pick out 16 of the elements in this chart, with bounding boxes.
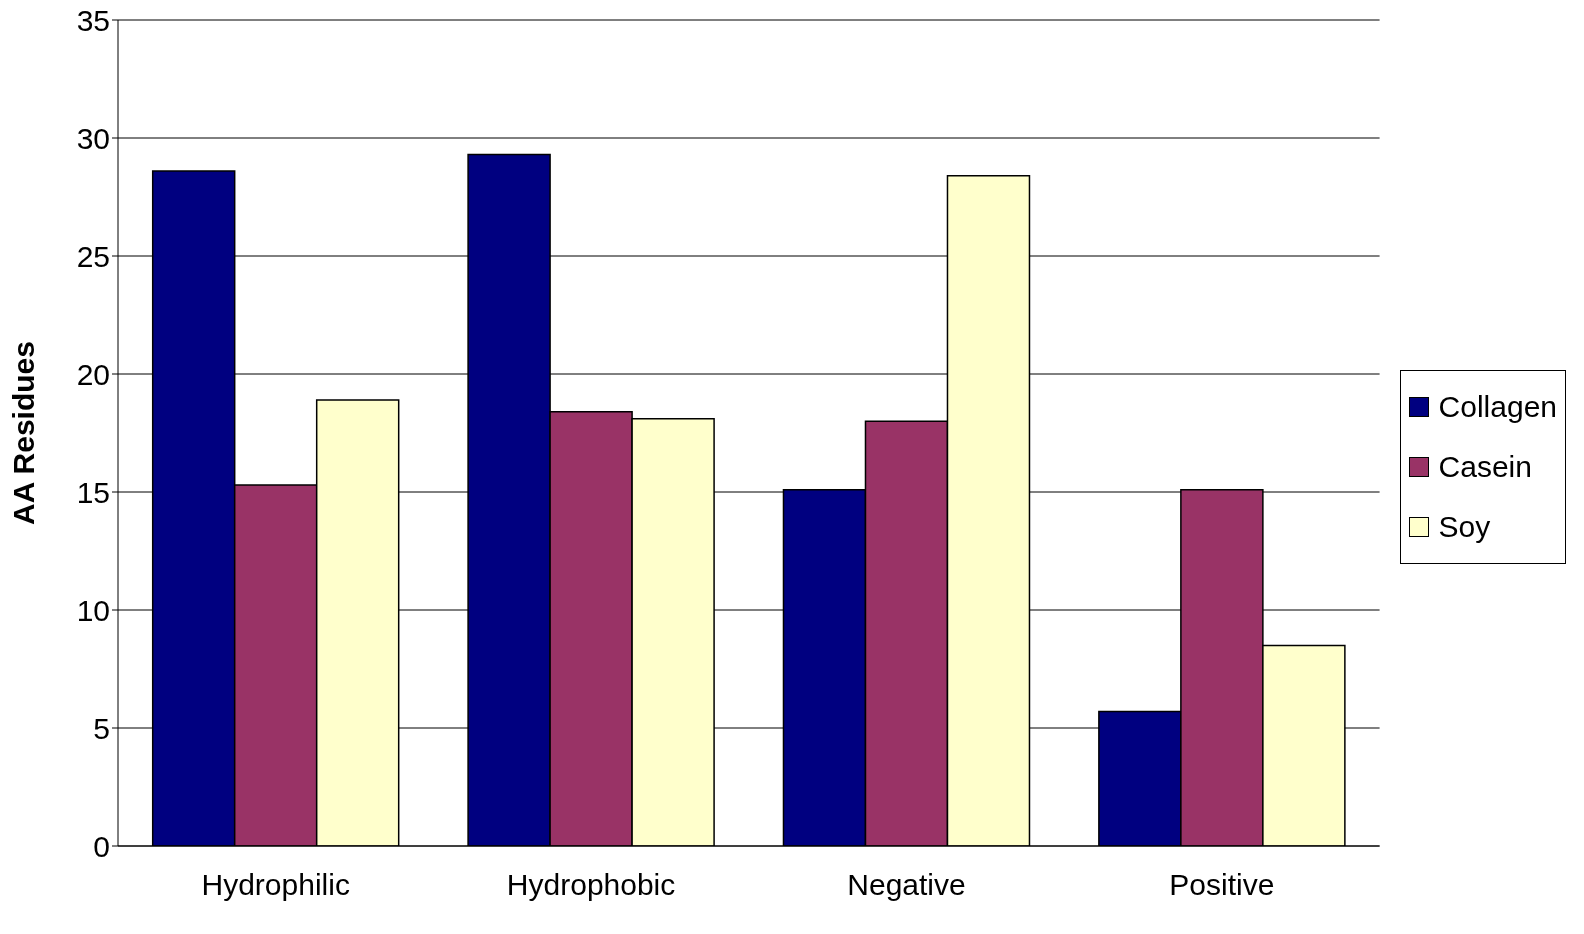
y-tick-label: 20 [76, 357, 110, 391]
x-tick-label: Hydrophobic [506, 868, 676, 902]
y-tick-label: 10 [76, 593, 110, 627]
legend-label: Casein [1438, 449, 1532, 485]
y-axis-title: AA Residues [6, 341, 40, 525]
x-tick-label: Hydrophilic [201, 868, 350, 902]
x-tick-label: Positive [1169, 868, 1275, 902]
y-tick-label: 5 [93, 711, 110, 745]
legend-label: Soy [1438, 509, 1491, 545]
y-tick-label: 25 [76, 239, 110, 273]
y-tick-label: 35 [76, 3, 110, 37]
y-tick-label: 30 [76, 121, 110, 155]
y-tick-label: 0 [93, 829, 110, 863]
y-tick-label: 15 [76, 475, 110, 509]
legend-label: Collagen [1438, 389, 1557, 425]
x-tick-label: Negative [847, 868, 966, 902]
